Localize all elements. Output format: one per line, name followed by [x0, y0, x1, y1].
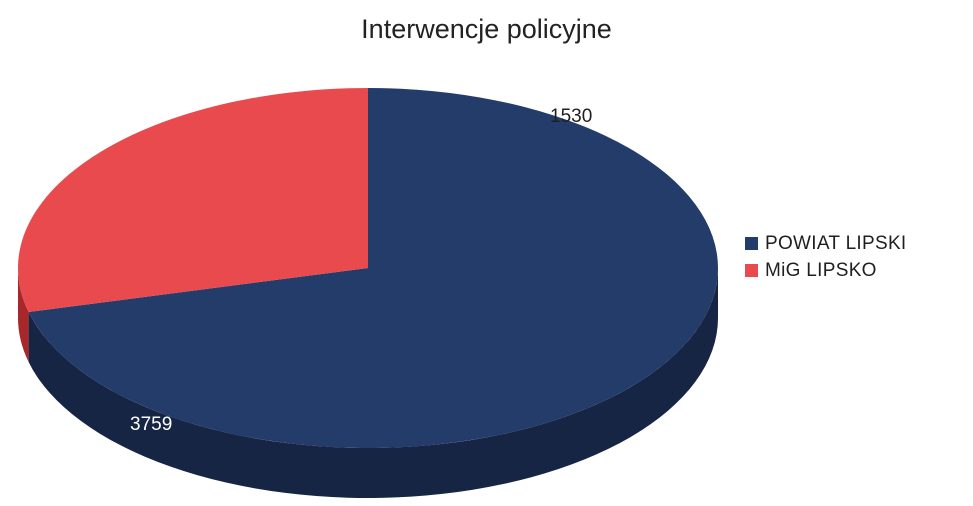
pie-slice-mig-lipsko: [17, 88, 369, 312]
legend: POWIAT LIPSKI MiG LIPSKO: [745, 230, 907, 284]
legend-item-mig-lipsko: MiG LIPSKO: [745, 257, 907, 284]
data-label-mig-lipsko: 1530: [550, 106, 592, 127]
pie-side-mig-lipsko: [18, 268, 29, 362]
pie-side-powiat-lipski: [28, 268, 718, 498]
legend-item-powiat-lipski: POWIAT LIPSKI: [745, 230, 907, 257]
legend-label-mig-lipsko: MiG LIPSKO: [765, 259, 877, 281]
legend-label-powiat-lipski: POWIAT LIPSKI: [765, 232, 907, 254]
pie-tops: [17, 88, 718, 448]
legend-swatch-powiat-lipski: [745, 237, 758, 250]
chart-title: Interwencje policyjne: [361, 14, 612, 44]
data-label-powiat-lipski: 3759: [130, 414, 172, 435]
legend-swatch-mig-lipsko: [745, 264, 758, 277]
pie-labels: 3759 1530: [130, 106, 592, 435]
pie-sides: [18, 268, 718, 498]
pie-slice-powiat-lipski: [28, 88, 718, 448]
